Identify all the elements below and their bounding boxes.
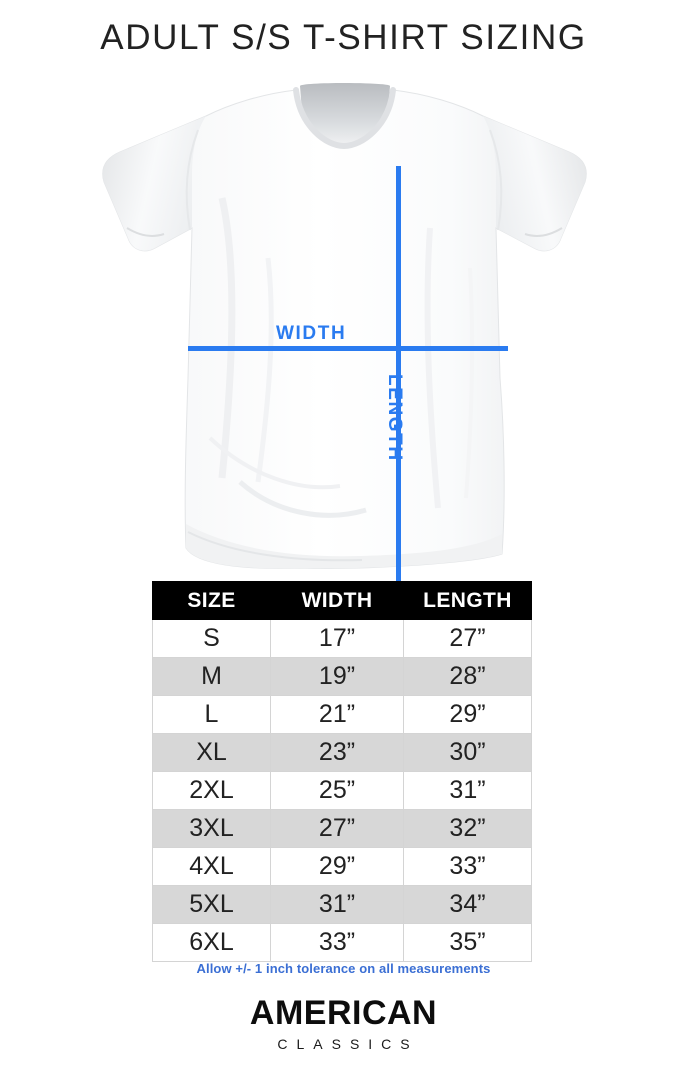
brand-name-primary: AMERICAN <box>249 994 438 1032</box>
cell-length: 34” <box>403 885 532 924</box>
cell-length: 32” <box>403 809 532 848</box>
cell-length: 30” <box>403 733 532 772</box>
cell-length: 29” <box>403 695 532 734</box>
cell-length: 33” <box>403 847 532 886</box>
cell-size: S <box>152 619 271 658</box>
size-chart-table: SIZE WIDTH LENGTH S 17” 27” M 19” 28” L … <box>152 581 532 962</box>
tshirt-illustration-icon <box>102 83 587 569</box>
size-chart-table-container: SIZE WIDTH LENGTH S 17” 27” M 19” 28” L … <box>152 581 532 962</box>
cell-width: 25” <box>270 771 404 810</box>
cell-width: 23” <box>270 733 404 772</box>
cell-length: 35” <box>403 923 532 962</box>
table-row: M 19” 28” <box>152 657 532 696</box>
cell-width: 17” <box>270 619 404 658</box>
width-label: WIDTH <box>276 323 347 344</box>
table-row: XL 23” 30” <box>152 733 532 772</box>
tshirt-diagram: WIDTH LENGTH <box>0 78 687 644</box>
table-row: 5XL 31” 34” <box>152 885 532 924</box>
table-row: 4XL 29” 33” <box>152 847 532 886</box>
tolerance-note: Allow +/- 1 inch tolerance on all measur… <box>196 961 491 976</box>
cell-length: 28” <box>403 657 532 696</box>
cell-width: 27” <box>270 809 404 848</box>
cell-width: 33” <box>270 923 404 962</box>
cell-width: 29” <box>270 847 404 886</box>
width-measure-line <box>188 346 508 351</box>
cell-size: 4XL <box>152 847 271 886</box>
column-header-length: LENGTH <box>403 581 532 620</box>
cell-width: 19” <box>270 657 404 696</box>
column-header-size: SIZE <box>152 581 271 620</box>
table-row: S 17” 27” <box>152 619 532 658</box>
cell-length: 27” <box>403 619 532 658</box>
page-title: ADULT S/S T-SHIRT SIZING <box>100 18 587 57</box>
brand-logo: AMERICAN CLASSICS <box>0 994 687 1052</box>
column-header-width: WIDTH <box>270 581 404 620</box>
cell-size: 5XL <box>152 885 271 924</box>
length-label: LENGTH <box>384 374 405 462</box>
table-row: 6XL 33” 35” <box>152 923 532 962</box>
table-header-row: SIZE WIDTH LENGTH <box>152 581 532 620</box>
cell-size: L <box>152 695 271 734</box>
table-row: 2XL 25” 31” <box>152 771 532 810</box>
cell-size: 2XL <box>152 771 271 810</box>
cell-size: M <box>152 657 271 696</box>
cell-size: XL <box>152 733 271 772</box>
cell-length: 31” <box>403 771 532 810</box>
table-row: 3XL 27” 32” <box>152 809 532 848</box>
table-row: L 21” 29” <box>152 695 532 734</box>
cell-width: 21” <box>270 695 404 734</box>
brand-name-secondary: CLASSICS <box>277 1035 419 1052</box>
cell-size: 6XL <box>152 923 271 962</box>
table-body: S 17” 27” M 19” 28” L 21” 29” XL 23” 30”… <box>152 619 532 962</box>
cell-size: 3XL <box>152 809 271 848</box>
cell-width: 31” <box>270 885 404 924</box>
length-measure-line <box>396 166 401 644</box>
table-header: SIZE WIDTH LENGTH <box>152 581 532 620</box>
